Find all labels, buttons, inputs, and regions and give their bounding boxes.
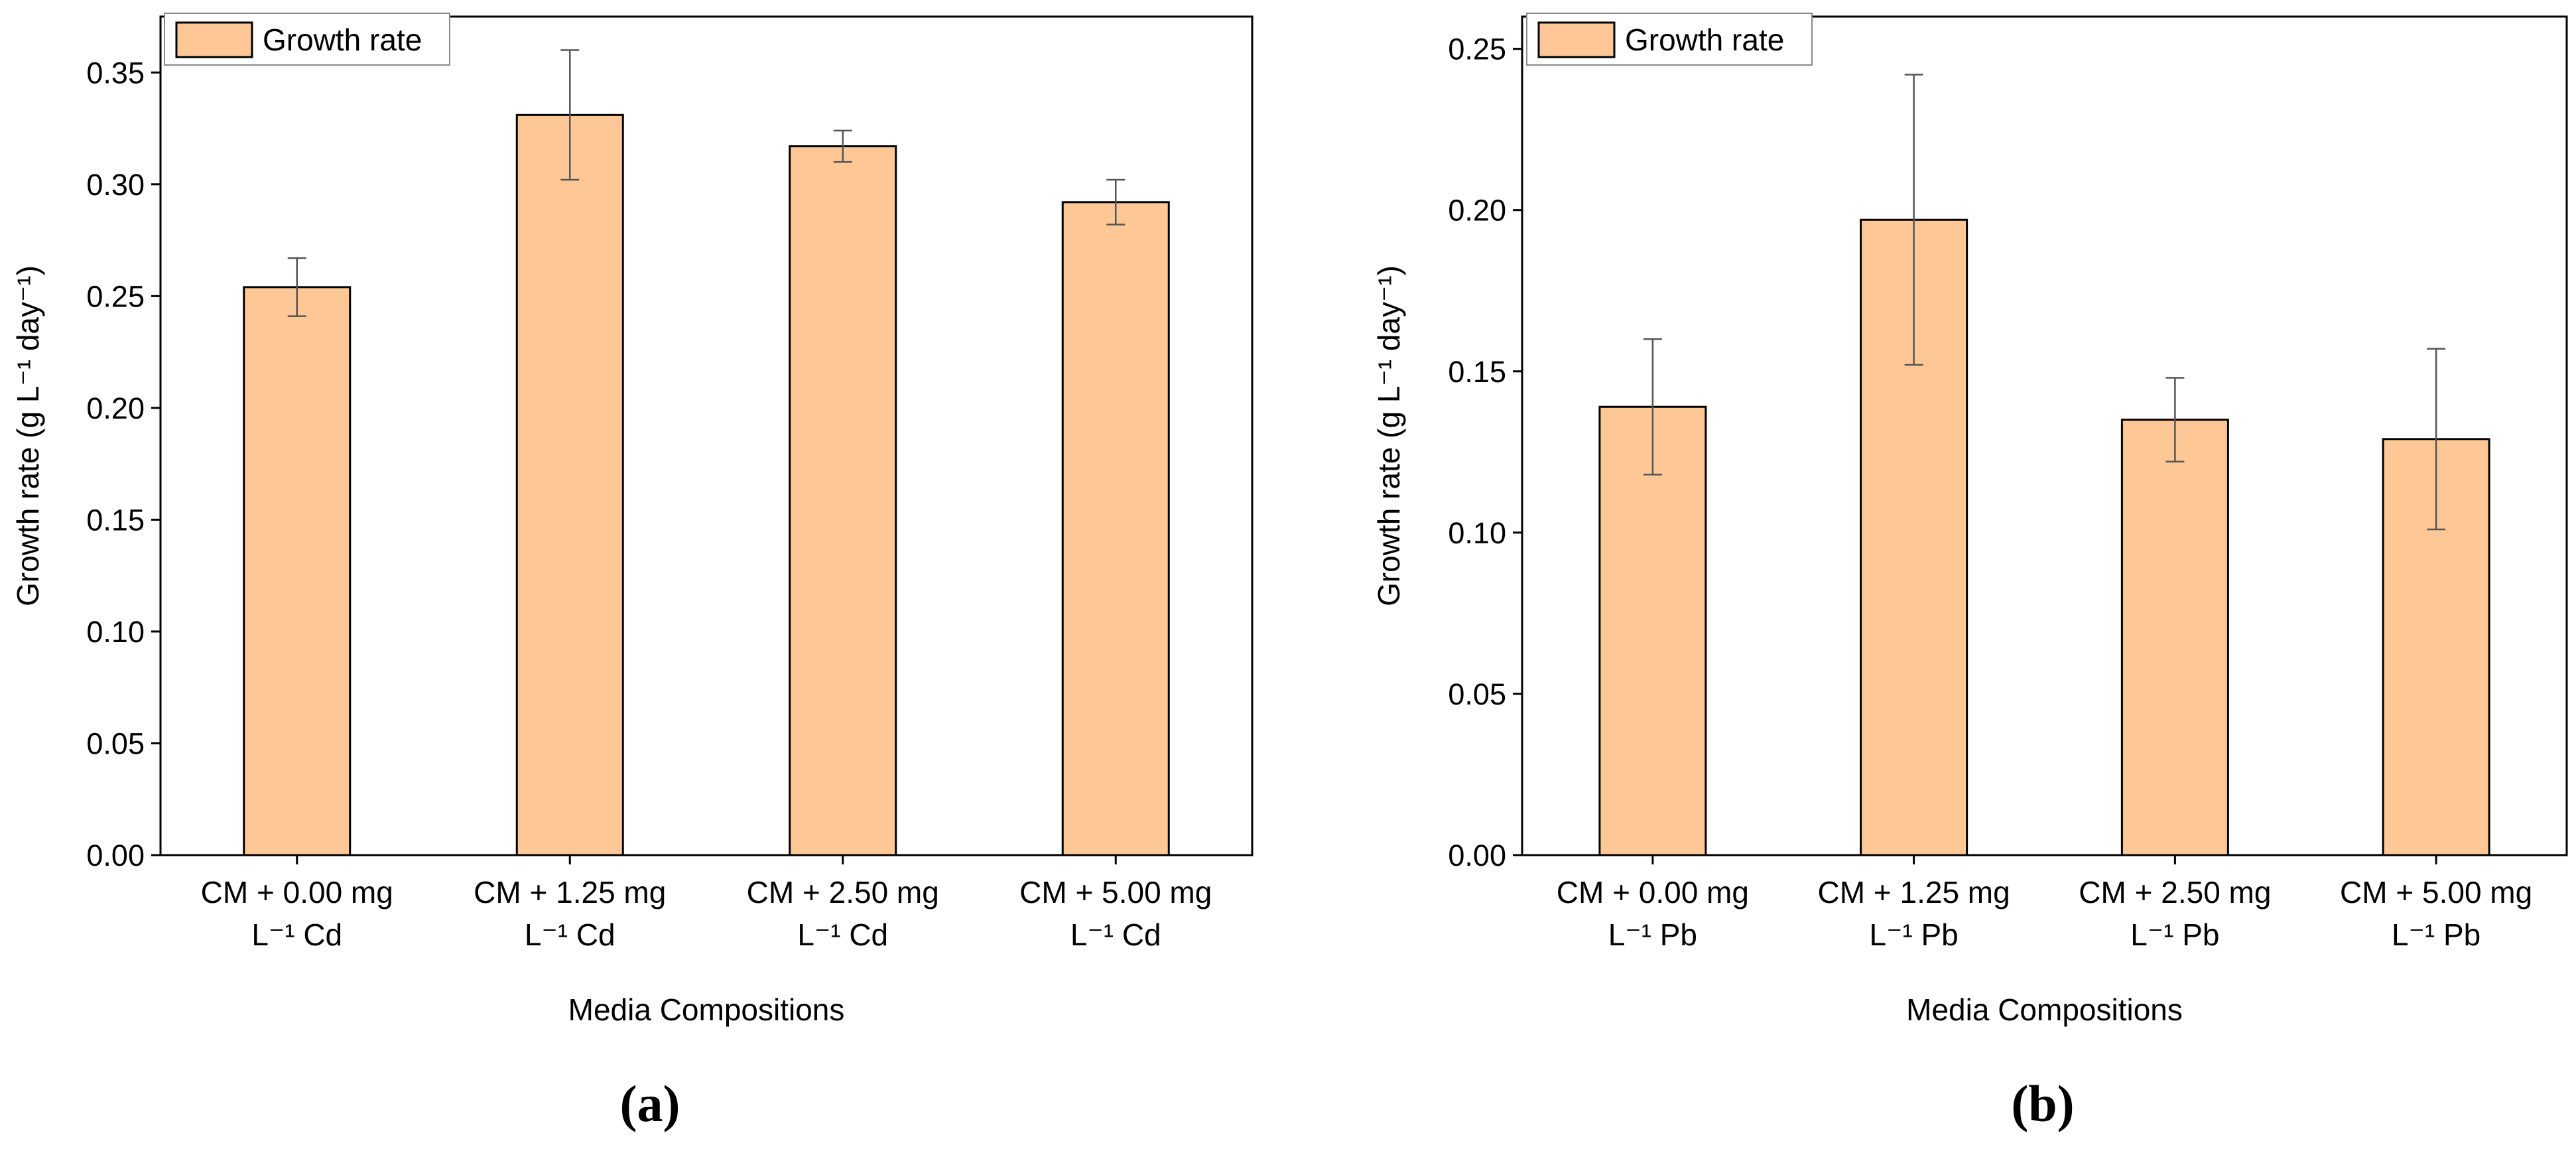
chart-panel-b: 0.00 0.05 0.10 0.15 0.20 0.25 CM + 0.00 mg L⁻¹ …: [1372, 13, 2568, 1132]
x-tick-label: CM + 1.25 mg: [474, 875, 666, 910]
y-tick-label: 0.00: [86, 839, 145, 872]
y-tick-label: 0.35: [86, 56, 145, 90]
y-tick-label: 0.30: [86, 168, 145, 202]
plot-frame: [159, 15, 1254, 856]
y-tick-label: 0.15: [86, 503, 145, 537]
chart-panel-a: 0.00 0.05 0.10 0.15 0.20 0.25 0.30 0.35 CM + 0.0…: [11, 13, 1254, 1132]
y-tick-label: 0.05: [86, 726, 145, 760]
x-tick-label: CM + 2.50 mg: [747, 875, 939, 910]
bar: [243, 286, 352, 856]
y-tick-label: 0.10: [1448, 516, 1506, 550]
legend: Growth rate: [1526, 13, 1813, 66]
y-tick-label: 0.20: [86, 391, 145, 425]
x-axis-title: Media Compositions: [1906, 992, 2183, 1027]
x-tick-label-line2: L⁻¹ Cd: [797, 917, 888, 952]
panel-label: (a): [620, 1075, 680, 1132]
y-tick-label: 0.20: [1448, 194, 1506, 228]
legend-label: Growth rate: [263, 23, 422, 57]
legend-label: Growth rate: [1625, 23, 1784, 57]
legend: Growth rate: [164, 13, 450, 66]
x-tick-label-line2: L⁻¹ Pb: [2130, 917, 2219, 952]
y-axis-title: Growth rate (g L⁻¹ day⁻¹): [1372, 265, 1406, 606]
y-tick-label: 0.10: [86, 615, 145, 649]
bar: [1061, 201, 1170, 856]
x-tick-label-line2: L⁻¹ Pb: [1608, 917, 1697, 952]
x-tick-label: CM + 5.00 mg: [2340, 875, 2532, 910]
legend-swatch: [175, 21, 253, 58]
plot-frame: [1521, 15, 2568, 856]
bar: [789, 145, 897, 856]
y-tick-label: 0.25: [1448, 33, 1506, 66]
x-tick-label-line2: L⁻¹ Pb: [2392, 917, 2480, 952]
x-tick-label: CM + 2.50 mg: [2079, 875, 2271, 910]
x-tick-label: CM + 5.00 mg: [1019, 875, 1212, 910]
y-tick-label: 0.05: [1448, 677, 1506, 711]
bar: [2120, 419, 2229, 856]
x-tick-label: CM + 1.25 mg: [1818, 875, 2010, 910]
y-tick-label: 0.15: [1448, 355, 1506, 389]
x-tick-label: CM + 0.00 mg: [201, 875, 393, 910]
x-axis-title: Media Compositions: [568, 992, 845, 1027]
y-tick-label: 0.00: [1448, 839, 1506, 872]
bar: [515, 113, 624, 856]
legend-swatch: [1537, 21, 1616, 58]
x-tick-label: CM + 0.00 mg: [1557, 875, 1749, 910]
y-tick-label: 0.25: [86, 279, 145, 313]
x-tick-label-line2: L⁻¹ Cd: [1070, 917, 1161, 952]
y-axis-title: Growth rate (g L⁻¹ day⁻¹): [11, 265, 45, 606]
x-tick-label-line2: L⁻¹ Cd: [251, 917, 342, 952]
x-tick-label-line2: L⁻¹ Pb: [1870, 917, 1959, 952]
x-tick-label-line2: L⁻¹ Cd: [525, 917, 615, 952]
panel-label: (b): [2011, 1075, 2074, 1132]
